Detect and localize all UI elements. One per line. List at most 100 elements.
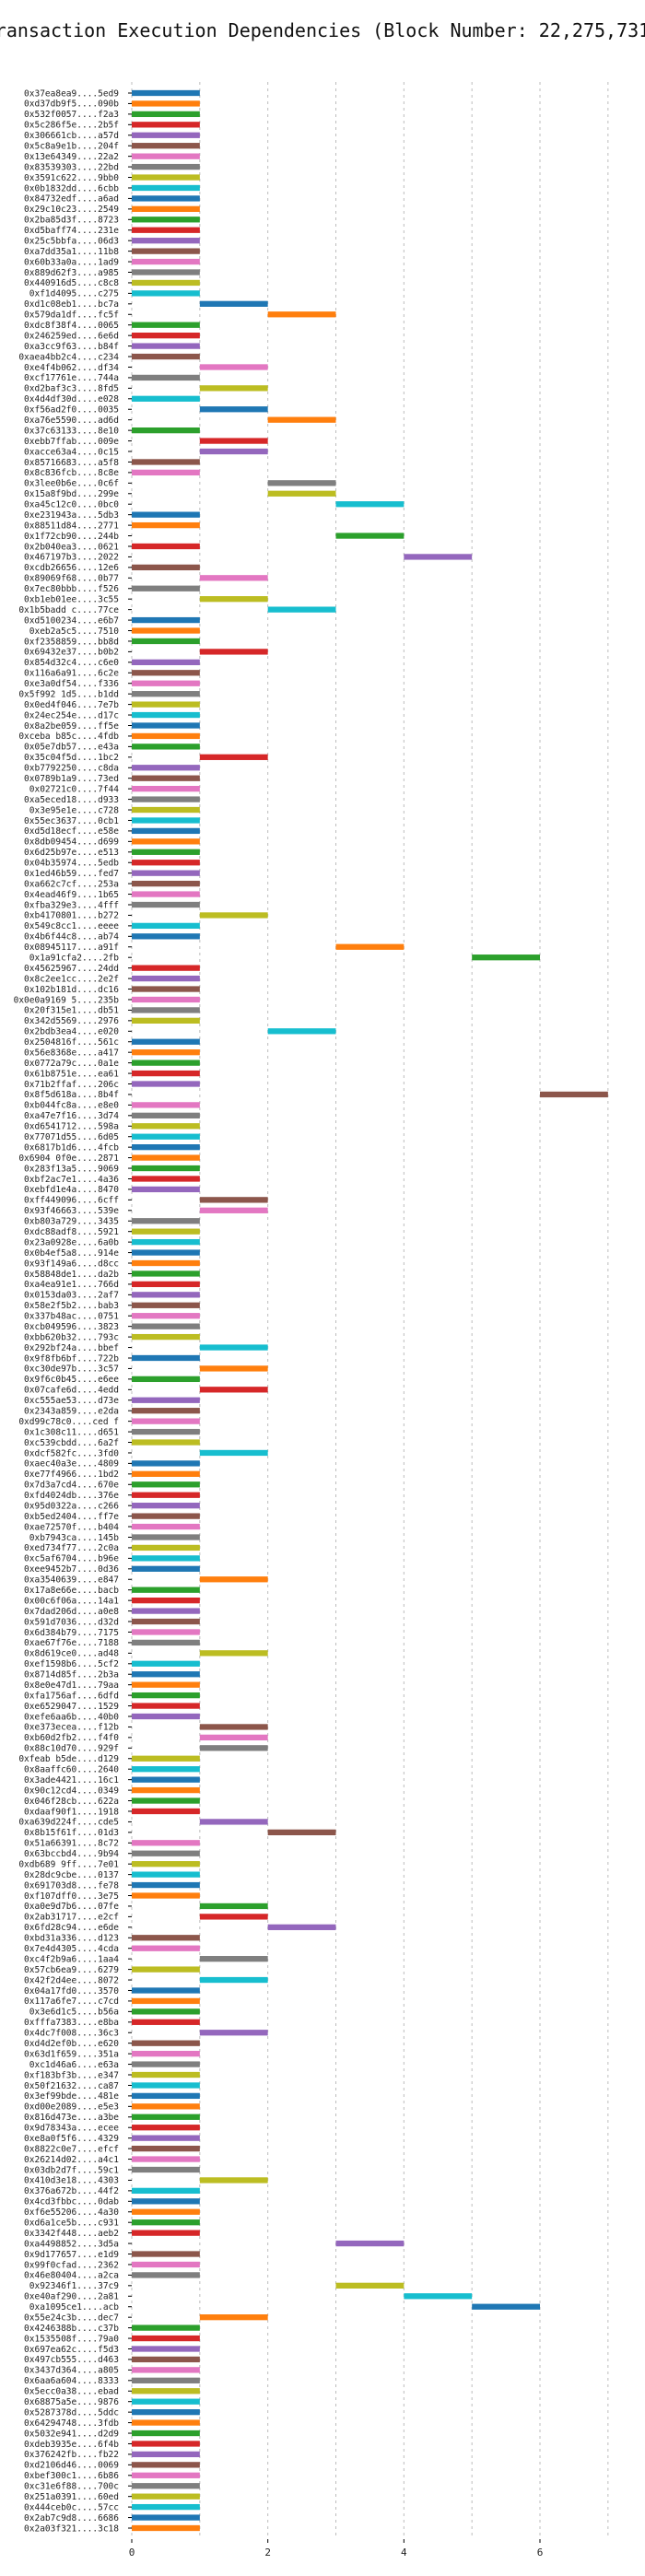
transaction-bar — [132, 2483, 200, 2489]
y-tick-label: 0xd99c78c0....ced f — [18, 1417, 119, 1427]
transaction-bar — [132, 732, 200, 740]
transaction-bar — [199, 1734, 268, 1741]
transaction-bar — [132, 238, 200, 244]
transaction-bar — [132, 891, 200, 897]
y-tick-label: 0x410d3e18....4303 — [24, 2176, 119, 2186]
transaction-bar — [199, 1344, 268, 1351]
y-tick-labels: 0x37ea8ea9....5ed90xd37db9f5....090b0x53… — [14, 88, 132, 2534]
transaction-bar — [199, 912, 268, 919]
transaction-bar — [267, 416, 336, 423]
transaction-bar — [132, 711, 200, 719]
y-tick-label: 0xf107dff0....3e75 — [24, 1891, 119, 1902]
transaction-bar — [132, 1776, 200, 1783]
transaction-bar — [132, 2198, 200, 2205]
transaction-bar — [132, 680, 200, 686]
transaction-bar — [132, 1608, 200, 1614]
y-tick-label: 0xe6529047....1529 — [24, 1702, 119, 1712]
transaction-bar — [132, 880, 200, 887]
transaction-bar — [132, 1786, 200, 1794]
transaction-bar — [132, 2135, 200, 2141]
y-tick-label: 0x2ab31717....e2cf — [24, 1913, 119, 1923]
y-tick-label: 0x02721c0....7f44 — [29, 784, 120, 794]
transaction-bar — [132, 744, 200, 750]
transaction-bar — [132, 2441, 200, 2447]
transaction-bar — [132, 2272, 200, 2278]
transaction-bar — [132, 1555, 200, 1562]
y-tick-label: 0xa7dd35a1....11b8 — [24, 247, 119, 257]
transaction-bar — [199, 448, 268, 455]
transaction-bar — [132, 1323, 200, 1329]
transaction-bar — [132, 1597, 200, 1604]
y-tick-label: 0x58848de1....da2b — [24, 1270, 119, 1280]
transaction-bar — [199, 385, 268, 392]
y-tick-label: 0xebb7ffab....009e — [24, 437, 119, 447]
y-tick-label: 0xd6a1ce5b....c931 — [24, 2218, 119, 2228]
transaction-bar — [335, 2282, 405, 2289]
transaction-bar — [132, 395, 200, 402]
x-tick-label: 2 — [264, 2547, 271, 2558]
transaction-bar — [404, 2293, 473, 2300]
y-tick-label: 0x13e64349....22a2 — [24, 152, 119, 162]
y-tick-label: 0x88c10d70....929f — [24, 1744, 119, 1754]
transaction-bar — [132, 511, 200, 518]
y-tick-label: 0x1c308c11....d651 — [24, 1427, 119, 1437]
y-tick-label: 0xf1d4095....c275 — [29, 289, 119, 299]
transaction-bar — [132, 1228, 200, 1235]
y-tick-label: 0xae72570f....b404 — [24, 1522, 119, 1532]
y-tick-label: 0x2b040ea3....0621 — [24, 542, 119, 552]
transaction-bar — [132, 1376, 200, 1383]
x-tick-label: 0 — [129, 2547, 135, 2558]
y-tick-label: 0xc4f2b9a6....1aa4 — [24, 1954, 119, 1964]
transaction-bar — [132, 1892, 200, 1899]
y-tick-label: 0x4246388b....c37b — [24, 2324, 119, 2334]
transaction-bar — [132, 659, 200, 665]
y-tick-label: 0xa45c12c0....0bc0 — [24, 500, 119, 510]
transaction-bar — [132, 153, 200, 159]
y-tick-label: 0x37ea8ea9....5ed9 — [24, 88, 119, 99]
y-tick-label: 0xe3a0df54....f336 — [24, 679, 119, 689]
y-tick-label: 0x04b35974....5edb — [24, 859, 119, 869]
y-tick-label: 0x8d619ce0....ad48 — [24, 1649, 119, 1659]
y-tick-label: 0xa4ea91e1....766d — [24, 1280, 119, 1290]
transaction-bar — [132, 860, 200, 866]
transaction-bar — [132, 2462, 200, 2468]
transaction-bar — [132, 1703, 200, 1709]
y-tick-label: 0x9d78343a....ecee — [24, 2124, 119, 2134]
y-tick-label: 0x64294748....3fdb — [24, 2418, 119, 2429]
y-tick-label: 0x77071d55....6d05 — [24, 1132, 119, 1142]
transaction-bar — [132, 1850, 200, 1856]
y-tick-label: 0x50f21632....ca87 — [24, 2081, 119, 2091]
y-tick-label: 0x549c8cc1....eeee — [24, 921, 119, 931]
y-tick-label: 0xaea4bb2c4....c234 — [18, 352, 119, 362]
y-tick-label: 0x5032e941....d2d9 — [24, 2429, 119, 2439]
y-tick-label: 0x376242fb....fb22 — [24, 2450, 119, 2460]
y-tick-label: 0x1b5badd c....77ce — [18, 605, 119, 615]
transaction-bar — [132, 785, 200, 792]
y-tick-label: 0x29c10c23....2549 — [24, 205, 119, 215]
y-tick-label: 0xa662c7cf....253a — [24, 879, 119, 889]
y-tick-label: 0x5287378d....5ddc — [24, 2407, 119, 2418]
y-tick-label: 0x37c63133....8e10 — [24, 426, 119, 436]
transaction-bar — [199, 406, 268, 413]
y-tick-label: 0x6817b1d6....4fcb — [24, 1142, 119, 1153]
y-tick-label: 0xbef300c1....6b86 — [24, 2471, 119, 2481]
y-tick-label: 0x9d177657....e1d9 — [24, 2250, 119, 2260]
transaction-bar — [132, 521, 200, 529]
transaction-bar — [199, 1819, 268, 1825]
y-tick-label: 0x117a6fe7....c7cd — [24, 1996, 119, 2007]
transaction-bar — [132, 922, 200, 930]
transaction-bar — [132, 1060, 200, 1066]
transaction-bar — [132, 1144, 200, 1151]
transaction-bar — [132, 227, 200, 233]
y-tick-label: 0xbb620b32....793c — [24, 1332, 119, 1342]
y-tick-label: 0xee9452b7....0d36 — [24, 1564, 119, 1575]
y-tick-label: 0x92346f1....37c9 — [29, 2281, 120, 2291]
transaction-bar — [267, 1924, 336, 1930]
y-tick-label: 0xa639d224f....cde5 — [18, 1818, 119, 1828]
y-tick-label: 0xdeb3935e....6f4b — [24, 2440, 119, 2450]
transaction-bar — [540, 1091, 608, 1098]
y-tick-label: 0x68875a5e....9876 — [24, 2397, 119, 2407]
transaction-bar — [132, 849, 200, 855]
bars — [132, 89, 608, 2532]
